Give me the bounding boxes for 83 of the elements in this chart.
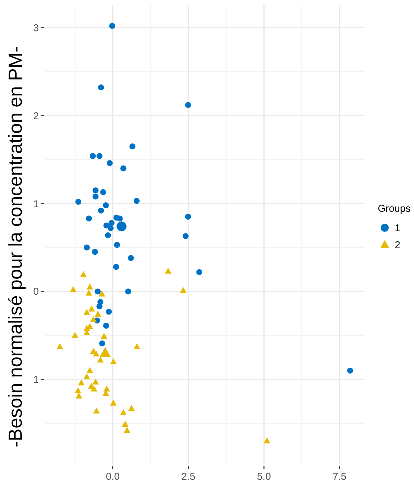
point xyxy=(182,233,189,240)
point xyxy=(110,400,117,406)
point xyxy=(128,405,136,412)
point xyxy=(116,222,127,232)
point xyxy=(94,311,102,317)
point xyxy=(98,84,104,91)
point xyxy=(109,23,116,30)
point xyxy=(78,380,85,386)
point xyxy=(100,189,106,196)
point xyxy=(72,332,79,338)
point xyxy=(128,255,134,262)
point xyxy=(347,368,354,374)
point xyxy=(76,392,82,399)
point xyxy=(74,388,82,394)
x-tick-label: 2.5 xyxy=(182,472,196,483)
point xyxy=(86,290,92,296)
point xyxy=(84,244,90,251)
point xyxy=(98,290,106,297)
point xyxy=(264,438,271,444)
point xyxy=(108,225,114,232)
point xyxy=(93,408,100,414)
point xyxy=(90,386,98,392)
point xyxy=(70,286,77,292)
point xyxy=(122,420,129,427)
x-tick-label: 0.0 xyxy=(106,472,120,483)
point xyxy=(120,166,127,172)
point xyxy=(56,344,64,350)
point xyxy=(94,288,101,295)
point xyxy=(185,214,192,220)
point xyxy=(104,386,110,392)
y-tick-label: 3 xyxy=(33,23,40,34)
point xyxy=(134,198,140,204)
point xyxy=(110,358,117,364)
point xyxy=(93,350,100,357)
point xyxy=(80,271,88,278)
point xyxy=(76,199,82,206)
point xyxy=(180,287,187,294)
point xyxy=(92,249,98,256)
point xyxy=(90,153,96,160)
point xyxy=(86,284,94,290)
point xyxy=(92,188,99,194)
y-tick-label: 1 xyxy=(33,375,40,386)
point xyxy=(100,347,111,358)
point xyxy=(125,288,132,295)
point xyxy=(124,427,131,434)
point xyxy=(84,373,90,380)
point xyxy=(96,304,103,310)
point xyxy=(98,208,104,214)
point xyxy=(105,232,112,238)
point xyxy=(90,316,97,322)
point xyxy=(165,268,172,274)
point xyxy=(88,306,96,312)
point xyxy=(196,269,203,276)
point xyxy=(92,378,100,385)
point xyxy=(106,308,112,315)
point xyxy=(84,309,90,316)
y-tick-label: 2 xyxy=(33,111,40,122)
point xyxy=(86,216,92,222)
point xyxy=(100,332,108,339)
point xyxy=(84,325,90,332)
point xyxy=(97,356,104,363)
point xyxy=(130,144,136,150)
legend-label: 2 xyxy=(395,240,401,252)
legend-title: Groups xyxy=(378,204,411,215)
point xyxy=(134,344,141,350)
x-tick-label: 5.0 xyxy=(257,472,272,483)
point xyxy=(114,242,120,248)
point xyxy=(120,410,127,416)
point xyxy=(185,102,192,108)
legend-label: 1 xyxy=(395,224,401,234)
point xyxy=(107,160,114,166)
y-tick-label: 0 xyxy=(33,287,40,298)
point xyxy=(92,194,99,200)
point xyxy=(108,220,115,226)
point xyxy=(96,153,103,160)
point xyxy=(86,367,94,374)
point xyxy=(103,202,110,209)
point xyxy=(113,264,120,270)
y-axis-title: -Besoin normalisé pour la concentration en PM- xyxy=(6,46,27,448)
x-tick-label: 7.5 xyxy=(332,472,348,483)
y-tick-label: 1 xyxy=(33,199,40,210)
point xyxy=(103,323,110,330)
point xyxy=(99,340,106,347)
